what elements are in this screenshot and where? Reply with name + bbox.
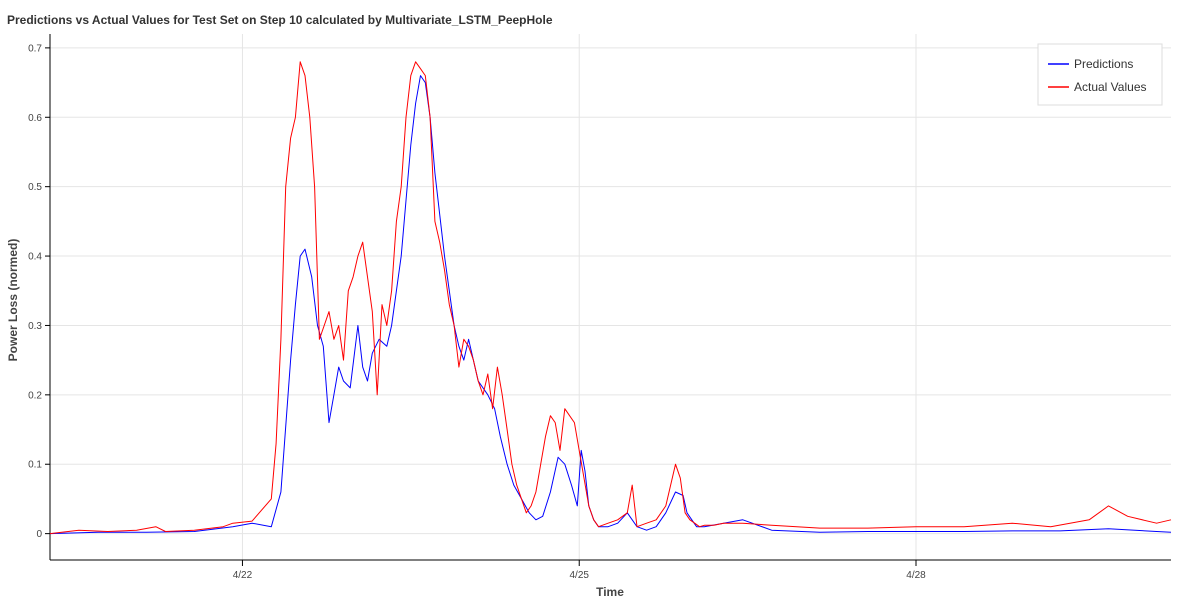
grid <box>50 34 1171 560</box>
axes <box>49 34 1171 561</box>
x-tick-label: 4/25 <box>569 570 589 581</box>
y-tick-label: 0.5 <box>28 182 42 193</box>
y-tick-label: 0 <box>36 529 42 540</box>
series-actual-values-line <box>49 61 1172 535</box>
series-predictions-line <box>49 75 1172 535</box>
y-tick-label: 0.2 <box>28 390 42 401</box>
series-group <box>49 61 1172 535</box>
x-axis-label: Time <box>596 585 624 599</box>
y-axis-label: Power Loss (normed) <box>6 239 20 362</box>
y-tick-label: 0.6 <box>28 113 42 124</box>
legend: Predictions Actual Values <box>1037 43 1163 106</box>
y-tick-label: 0.3 <box>28 321 42 332</box>
x-tick-label: 4/22 <box>233 570 253 581</box>
legend-label-predictions: Predictions <box>1074 57 1133 71</box>
y-ticks: 0 0.1 0.2 0.3 0.4 0.5 0.6 0.7 <box>28 43 50 540</box>
legend-label-actual-values: Actual Values <box>1074 80 1147 94</box>
x-ticks: 4/22 4/25 4/28 <box>233 560 926 581</box>
chart-title: Predictions vs Actual Values for Test Se… <box>7 13 553 27</box>
y-tick-label: 0.4 <box>28 252 42 263</box>
legend-box <box>1037 43 1163 106</box>
x-tick-label: 4/28 <box>906 570 926 581</box>
y-tick-label: 0.1 <box>28 460 42 471</box>
y-tick-label: 0.7 <box>28 43 42 54</box>
